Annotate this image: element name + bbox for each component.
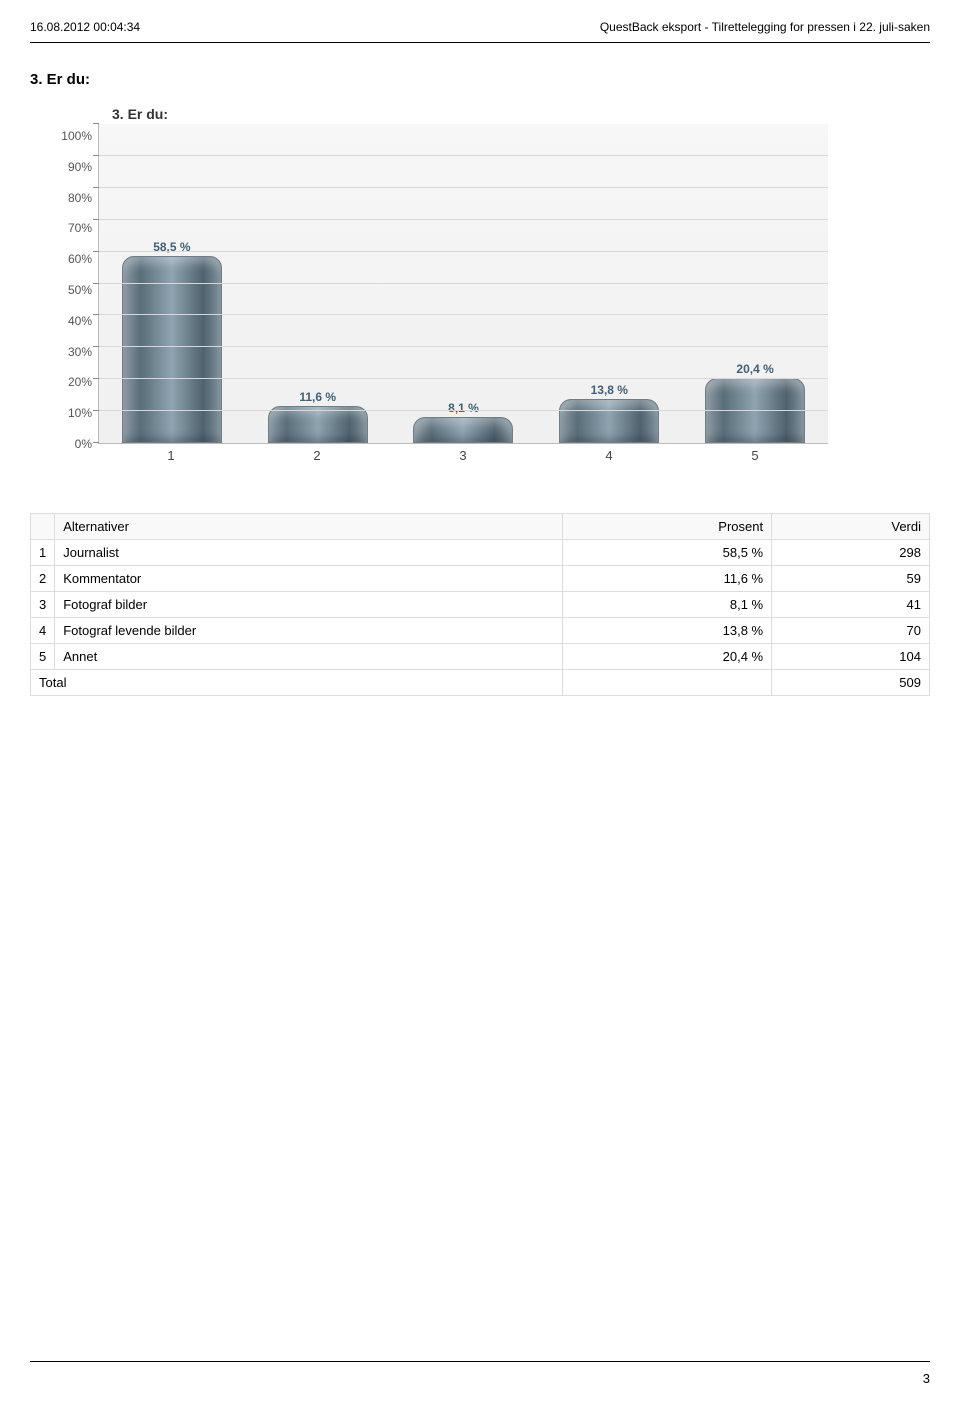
total-pct: [562, 670, 771, 696]
gridline: [99, 155, 828, 156]
y-tick-label: 20%: [68, 376, 92, 388]
row-idx: 4: [31, 618, 55, 644]
y-tick: [93, 346, 99, 347]
x-tick-label: 4: [549, 448, 669, 463]
y-tick-label: 30%: [68, 346, 92, 358]
y-tick: [93, 219, 99, 220]
y-tick-label: 80%: [68, 192, 92, 204]
row-val: 70: [772, 618, 930, 644]
row-label: Kommentator: [55, 566, 563, 592]
y-tick-label: 0%: [75, 438, 92, 450]
y-tick: [93, 314, 99, 315]
gridline: [99, 346, 828, 347]
bar-slot: 58,5 %: [112, 240, 232, 443]
chart-plot-area: 58,5 % 11,6 % 8,1 % 13,8 % 20,4 %: [98, 124, 828, 444]
table-header-row: Alternativer Prosent Verdi: [31, 514, 930, 540]
bar-value-label: 11,6 %: [299, 390, 336, 404]
row-idx: 5: [31, 644, 55, 670]
total-label: Total: [31, 670, 563, 696]
table-row: 3Fotograf bilder8,1 %41: [31, 592, 930, 618]
y-tick-label: 60%: [68, 253, 92, 265]
chart-y-axis: 100%90%80%70%60%50%40%30%20%10%0%: [48, 124, 98, 444]
y-tick: [93, 187, 99, 188]
chart-x-axis: 1 2 3 4 5: [98, 448, 828, 463]
row-pct: 20,4 %: [562, 644, 771, 670]
gridline: [99, 314, 828, 315]
chart-title: 3. Er du:: [112, 106, 930, 122]
bar-value-label: 13,8 %: [591, 383, 628, 397]
gridline: [99, 219, 828, 220]
gridline: [99, 283, 828, 284]
row-label: Journalist: [55, 540, 563, 566]
y-tick-label: 10%: [68, 407, 92, 419]
row-pct: 13,8 %: [562, 618, 771, 644]
x-tick-label: 2: [257, 448, 377, 463]
y-tick: [93, 378, 99, 379]
y-tick-label: 100%: [61, 130, 92, 142]
bar: [559, 399, 659, 443]
chart-bars: 58,5 % 11,6 % 8,1 % 13,8 % 20,4 %: [99, 124, 828, 443]
page-number: 3: [923, 1371, 930, 1386]
table-col-idx: [31, 514, 55, 540]
row-label: Fotograf levende bilder: [55, 618, 563, 644]
table-total-row: Total 509: [31, 670, 930, 696]
header-divider: [30, 42, 930, 43]
row-pct: 8,1 %: [562, 592, 771, 618]
row-val: 298: [772, 540, 930, 566]
bar-chart: 3. Er du: 100%90%80%70%60%50%40%30%20%10…: [48, 106, 930, 463]
row-val: 41: [772, 592, 930, 618]
y-tick-label: 70%: [68, 222, 92, 234]
bar-value-label: 58,5 %: [153, 240, 190, 254]
bar-slot: 13,8 %: [549, 383, 669, 443]
row-idx: 3: [31, 592, 55, 618]
bar-slot: 8,1 %: [403, 401, 523, 443]
y-tick-label: 90%: [68, 161, 92, 173]
table-row: 4Fotograf levende bilder13,8 %70: [31, 618, 930, 644]
page-header: 16.08.2012 00:04:34 QuestBack eksport - …: [30, 20, 930, 40]
x-tick-label: 3: [403, 448, 523, 463]
gridline: [99, 187, 828, 188]
bar-slot: 11,6 %: [258, 390, 378, 443]
header-timestamp: 16.08.2012 00:04:34: [30, 20, 140, 34]
bar: [413, 417, 513, 443]
table-row: 5Annet20,4 %104: [31, 644, 930, 670]
table-col-prosent: Prosent: [562, 514, 771, 540]
bar-slot: 20,4 %: [695, 362, 815, 443]
x-tick-label: 5: [695, 448, 815, 463]
row-idx: 2: [31, 566, 55, 592]
row-pct: 11,6 %: [562, 566, 771, 592]
row-pct: 58,5 %: [562, 540, 771, 566]
y-tick: [93, 442, 99, 443]
header-title: QuestBack eksport - Tilrettelegging for …: [600, 20, 930, 34]
y-tick: [93, 251, 99, 252]
results-table: Alternativer Prosent Verdi 1Journalist58…: [30, 513, 930, 696]
footer-divider: [30, 1361, 930, 1362]
gridline: [99, 251, 828, 252]
total-val: 509: [772, 670, 930, 696]
row-label: Fotograf bilder: [55, 592, 563, 618]
row-val: 104: [772, 644, 930, 670]
row-idx: 1: [31, 540, 55, 566]
row-val: 59: [772, 566, 930, 592]
table-row: 2Kommentator11,6 %59: [31, 566, 930, 592]
bar: [122, 256, 222, 443]
gridline: [99, 378, 828, 379]
y-tick: [93, 410, 99, 411]
y-tick-label: 50%: [68, 284, 92, 296]
table-row: 1Journalist58,5 %298: [31, 540, 930, 566]
bar: [268, 406, 368, 443]
table-col-verdi: Verdi: [772, 514, 930, 540]
y-tick: [93, 123, 99, 124]
bar-value-label: 20,4 %: [736, 362, 773, 376]
x-tick-label: 1: [111, 448, 231, 463]
y-tick: [93, 283, 99, 284]
question-title: 3. Er du:: [30, 71, 930, 88]
row-label: Annet: [55, 644, 563, 670]
gridline: [99, 410, 828, 411]
table-col-alternativer: Alternativer: [55, 514, 563, 540]
y-tick: [93, 155, 99, 156]
y-tick-label: 40%: [68, 315, 92, 327]
bar-value-label: 8,1 %: [448, 401, 479, 415]
